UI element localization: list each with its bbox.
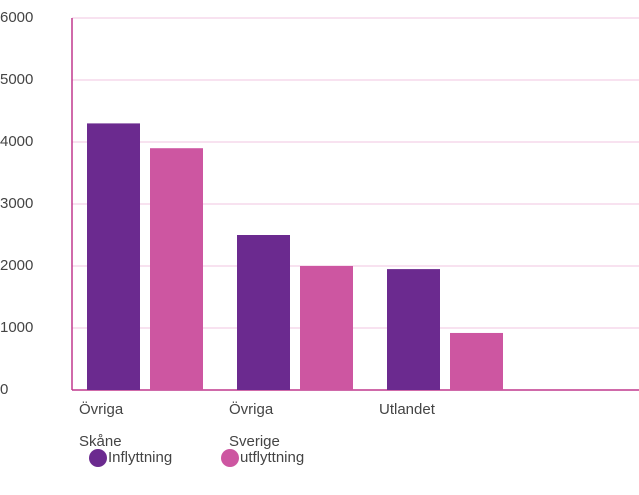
bar bbox=[300, 266, 353, 390]
bar bbox=[237, 235, 290, 390]
y-tick-label: 2000 bbox=[0, 257, 33, 274]
y-tick-label: 5000 bbox=[0, 71, 33, 88]
legend-label: Inflyttning bbox=[108, 449, 172, 466]
bar bbox=[387, 269, 440, 390]
y-tick-label: 4000 bbox=[0, 133, 33, 150]
y-tick-label: 3000 bbox=[0, 195, 33, 212]
y-tick-label: 1000 bbox=[0, 319, 33, 336]
y-tick-label: 0 bbox=[0, 381, 8, 398]
x-tick-label: Övriga Sverige bbox=[229, 401, 280, 450]
legend-marker bbox=[89, 449, 107, 467]
x-tick-label: Utlandet bbox=[379, 401, 435, 418]
bar bbox=[87, 123, 140, 391]
y-tick-label: 6000 bbox=[0, 9, 33, 26]
bar bbox=[150, 148, 203, 390]
legend-label: utflyttning bbox=[240, 449, 304, 466]
legend-marker bbox=[221, 449, 239, 467]
x-tick-label: Övriga Skåne bbox=[79, 401, 124, 450]
bar bbox=[450, 332, 503, 390]
